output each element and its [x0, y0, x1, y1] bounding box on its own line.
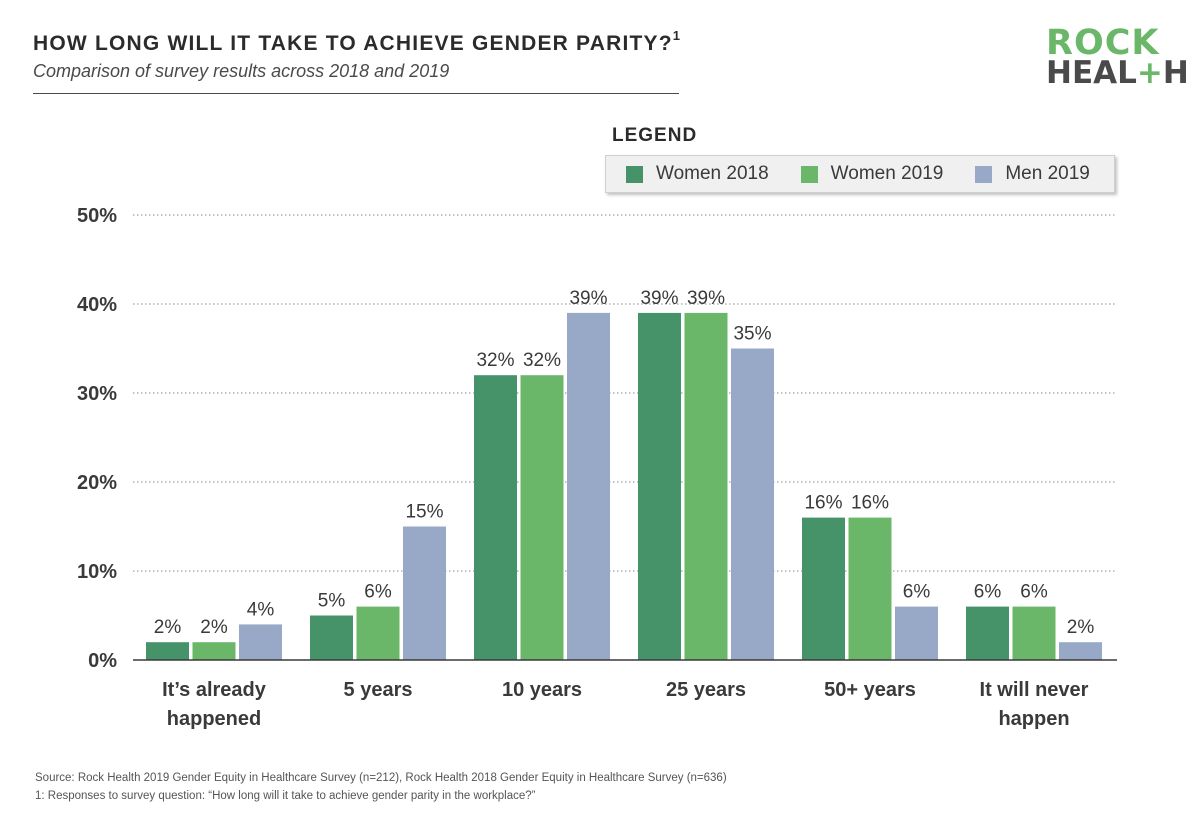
data-label-6-2: 6% — [1020, 582, 1048, 603]
category-label-1-line-1: It’s already — [162, 679, 267, 701]
bar-4-1 — [638, 312, 681, 660]
chart-subtitle: Comparison of survey results across 2018… — [33, 61, 450, 81]
bar-5-1 — [802, 517, 845, 660]
category-label-3-line-1: 10 years — [502, 679, 582, 701]
bar-1-1 — [146, 642, 189, 660]
y-tick-label-2: 20% — [77, 472, 117, 494]
legend-title: LEGEND — [612, 125, 698, 146]
data-label-2-3: 15% — [405, 502, 443, 523]
data-label-5-3: 6% — [903, 582, 931, 603]
legend: Women 2018 Women 2019 Men 2019 — [605, 155, 1115, 193]
chart-title: HOW LONG WILL IT TAKE TO ACHIEVE GENDER … — [33, 28, 680, 56]
data-label-1-3: 4% — [247, 599, 275, 620]
y-tick-label-4: 40% — [77, 294, 117, 316]
data-label-2-1: 5% — [318, 591, 346, 612]
legend-swatch-3 — [975, 165, 993, 183]
bar-3-3 — [567, 312, 610, 660]
bar-4-2 — [684, 312, 728, 660]
legend-label-1: Women 2018 — [656, 163, 769, 184]
chart-title-text: HOW LONG WILL IT TAKE TO ACHIEVE GENDER … — [33, 32, 673, 55]
title-footnote-marker: 1 — [672, 28, 680, 43]
bar-2-2 — [356, 606, 400, 660]
category-label-5-line-1: 50+ years — [824, 679, 916, 701]
data-label-3-2: 32% — [523, 350, 561, 371]
category-label-6-line-1: It will never — [980, 679, 1089, 701]
legend-swatch-1 — [626, 165, 643, 183]
legend-item-3: Men 2019 — [975, 163, 1090, 185]
y-tick-label-1: 10% — [77, 561, 117, 583]
question-footnote: 1: Responses to survey question: “How lo… — [35, 790, 536, 802]
source-note: Source: Rock Health 2019 Gender Equity i… — [35, 772, 727, 784]
title-divider — [33, 93, 679, 94]
data-label-6-3: 2% — [1067, 617, 1095, 638]
legend-label-2: Women 2019 — [830, 163, 944, 184]
y-tick-label-3: 30% — [77, 383, 117, 405]
category-label-2-line-1: 5 years — [344, 679, 413, 701]
logo-h: H — [1162, 55, 1189, 91]
data-label-1-2: 2% — [200, 617, 228, 638]
category-label-6-line-2: happen — [998, 708, 1069, 730]
bar-6-3 — [1059, 642, 1102, 660]
bar-2-1 — [310, 615, 353, 660]
logo-heal: HEAL — [1046, 55, 1137, 91]
rock-health-logo: ROCK HEAL+H — [1046, 23, 1189, 91]
category-label-1-line-2: happened — [167, 708, 261, 730]
legend-swatch-2 — [800, 165, 818, 183]
logo-line-rock: ROCK — [1046, 23, 1160, 63]
data-label-1-1: 2% — [154, 617, 182, 638]
legend-item-1: Women 2018 — [626, 163, 769, 185]
data-label-2-2: 6% — [364, 582, 392, 603]
data-label-5-1: 16% — [804, 493, 842, 514]
category-label-4-line-1: 25 years — [666, 679, 746, 701]
bar-4-3 — [731, 348, 774, 660]
legend-item-2: Women 2019 — [800, 163, 944, 185]
data-label-4-2: 39% — [687, 288, 725, 309]
bar-5-3 — [895, 606, 938, 660]
data-label-6-1: 6% — [974, 582, 1002, 603]
bar-6-1 — [966, 606, 1009, 660]
bar-3-2 — [520, 375, 564, 660]
data-label-4-1: 39% — [640, 288, 678, 309]
bar-3-1 — [474, 375, 517, 660]
data-label-4-3: 35% — [733, 324, 771, 345]
bar-6-2 — [1012, 606, 1056, 660]
logo-line-health: HEAL+H — [1046, 55, 1189, 91]
bar-1-2 — [192, 642, 236, 660]
data-label-3-1: 32% — [476, 350, 514, 371]
data-label-3-3: 39% — [569, 288, 607, 309]
data-label-5-2: 16% — [851, 493, 889, 514]
logo-plus-icon: + — [1136, 55, 1163, 91]
y-tick-label-0: 0% — [88, 650, 117, 672]
y-tick-label-5: 50% — [77, 205, 117, 227]
bar-2-3 — [403, 526, 446, 660]
legend-label-3: Men 2019 — [1005, 163, 1090, 184]
bar-1-3 — [239, 624, 282, 660]
bar-5-2 — [848, 517, 892, 660]
